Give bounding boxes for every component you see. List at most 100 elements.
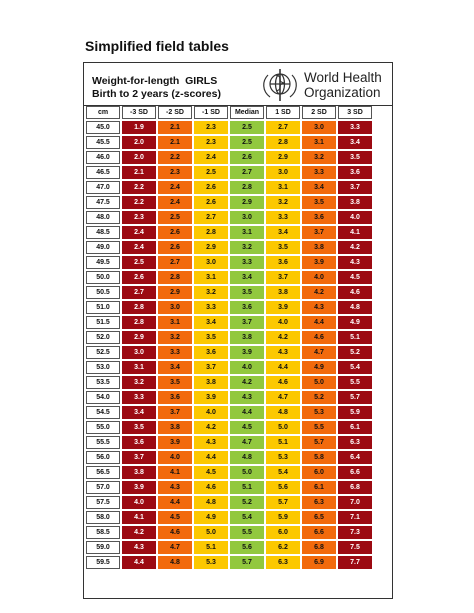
- weight-cell: 3.3: [338, 121, 372, 134]
- weight-cell: 4.0: [158, 451, 192, 464]
- table-row: 48.0 2.3 2.5 2.7 3.0 3.3 3.6 4.0: [86, 211, 372, 224]
- weight-cell: 5.5: [302, 421, 336, 434]
- weight-cell: 3.6: [266, 256, 300, 269]
- weight-cell: 4.5: [338, 271, 372, 284]
- weight-cell: 3.4: [230, 271, 264, 284]
- weight-cell: 4.1: [122, 511, 156, 524]
- weight-cell: 4.3: [194, 436, 228, 449]
- weight-cell: 2.9: [122, 331, 156, 344]
- weight-cell: 3.9: [302, 256, 336, 269]
- weight-cell: 2.8: [194, 226, 228, 239]
- weight-cell: 4.5: [194, 466, 228, 479]
- weight-cell: 6.6: [302, 526, 336, 539]
- weight-cell: 4.5: [158, 511, 192, 524]
- weight-cell: 2.3: [194, 121, 228, 134]
- weight-cell: 4.6: [194, 481, 228, 494]
- weight-cell: 5.0: [194, 526, 228, 539]
- length-cell: 59.5: [86, 556, 120, 569]
- weight-cell: 5.0: [266, 421, 300, 434]
- weight-cell: 5.4: [338, 361, 372, 374]
- weight-cell: 3.4: [338, 136, 372, 149]
- weight-cell: 4.3: [302, 301, 336, 314]
- table-row: 53.5 3.2 3.5 3.8 4.2 4.6 5.0 5.5: [86, 376, 372, 389]
- weight-cell: 3.6: [302, 211, 336, 224]
- table-heading: Weight-for-length GIRLS Birth to 2 years…: [92, 75, 221, 101]
- weight-cell: 3.7: [230, 316, 264, 329]
- weight-cell: 3.2: [194, 286, 228, 299]
- weight-cell: 2.8: [266, 136, 300, 149]
- weight-cell: 3.8: [230, 331, 264, 344]
- column-header: -3 SD: [122, 106, 156, 119]
- table-row: 55.5 3.6 3.9 4.3 4.7 5.1 5.7 6.3: [86, 436, 372, 449]
- weight-cell: 6.4: [338, 451, 372, 464]
- weight-cell: 5.2: [338, 346, 372, 359]
- table-row: 49.0 2.4 2.6 2.9 3.2 3.5 3.8 4.2: [86, 241, 372, 254]
- weight-cell: 2.7: [158, 256, 192, 269]
- weight-cell: 2.9: [230, 196, 264, 209]
- weight-cell: 3.4: [158, 361, 192, 374]
- weight-cell: 2.7: [266, 121, 300, 134]
- length-cell: 50.5: [86, 286, 120, 299]
- weight-cell: 2.9: [194, 241, 228, 254]
- weight-cell: 3.0: [194, 256, 228, 269]
- length-cell: 45.5: [86, 136, 120, 149]
- weight-cell: 3.2: [158, 331, 192, 344]
- column-header: 3 SD: [338, 106, 372, 119]
- weight-cell: 5.1: [194, 541, 228, 554]
- weight-cell: 3.7: [302, 226, 336, 239]
- table-row: 51.5 2.8 3.1 3.4 3.7 4.0 4.4 4.9: [86, 316, 372, 329]
- table-panel: Weight-for-length GIRLS Birth to 2 years…: [83, 62, 393, 599]
- organization-line: Organization: [304, 85, 381, 100]
- table-row: 50.5 2.7 2.9 3.2 3.5 3.8 4.2 4.6: [86, 286, 372, 299]
- weight-cell: 4.9: [302, 361, 336, 374]
- length-cell: 53.0: [86, 361, 120, 374]
- table-row: 58.0 4.1 4.5 4.9 5.4 5.9 6.5 7.1: [86, 511, 372, 524]
- weight-cell: 2.6: [158, 226, 192, 239]
- weight-cell: 4.0: [194, 406, 228, 419]
- length-cell: 47.5: [86, 196, 120, 209]
- weight-cell: 3.8: [194, 376, 228, 389]
- table-row: 53.0 3.1 3.4 3.7 4.0 4.4 4.9 5.4: [86, 361, 372, 374]
- weight-cell: 3.7: [122, 451, 156, 464]
- weight-cell: 7.0: [338, 496, 372, 509]
- data-table: cm -3 SD -2 SD -1 SD Median 1 SD 2 SD 3 SD 45.0…: [84, 104, 374, 571]
- header-row: cm -3 SD -2 SD -1 SD Median 1 SD 2 SD 3 SD: [86, 106, 372, 119]
- weight-cell: 4.0: [302, 271, 336, 284]
- length-cell: 51.0: [86, 301, 120, 314]
- organization-line: World Health: [304, 70, 382, 85]
- weight-cell: 3.0: [158, 301, 192, 314]
- weight-cell: 3.1: [302, 136, 336, 149]
- weight-cell: 6.3: [302, 496, 336, 509]
- weight-cell: 3.6: [338, 166, 372, 179]
- weight-cell: 6.0: [302, 466, 336, 479]
- weight-cell: 4.3: [122, 541, 156, 554]
- weight-cell: 2.2: [122, 181, 156, 194]
- weight-cell: 4.6: [266, 376, 300, 389]
- table-row: 56.0 3.7 4.0 4.4 4.8 5.3 5.8 6.4: [86, 451, 372, 464]
- column-header: 1 SD: [266, 106, 300, 119]
- weight-cell: 2.4: [122, 226, 156, 239]
- weight-cell: 3.9: [158, 436, 192, 449]
- weight-cell: 3.9: [230, 346, 264, 359]
- weight-cell: 4.4: [230, 406, 264, 419]
- weight-cell: 3.4: [122, 406, 156, 419]
- weight-cell: 3.6: [158, 391, 192, 404]
- weight-cell: 2.1: [158, 121, 192, 134]
- weight-cell: 3.5: [230, 286, 264, 299]
- weight-cell: 5.6: [230, 541, 264, 554]
- weight-cell: 2.9: [158, 286, 192, 299]
- weight-cell: 3.2: [266, 196, 300, 209]
- weight-cell: 4.0: [338, 211, 372, 224]
- weight-cell: 5.1: [230, 481, 264, 494]
- weight-cell: 7.1: [338, 511, 372, 524]
- weight-cell: 3.9: [122, 481, 156, 494]
- weight-cell: 6.8: [338, 481, 372, 494]
- length-cell: 46.5: [86, 166, 120, 179]
- weight-cell: 3.4: [194, 316, 228, 329]
- weight-cell: 2.5: [194, 166, 228, 179]
- length-cell: 47.0: [86, 181, 120, 194]
- length-cell: 50.0: [86, 271, 120, 284]
- weight-cell: 4.2: [122, 526, 156, 539]
- weight-cell: 5.2: [302, 391, 336, 404]
